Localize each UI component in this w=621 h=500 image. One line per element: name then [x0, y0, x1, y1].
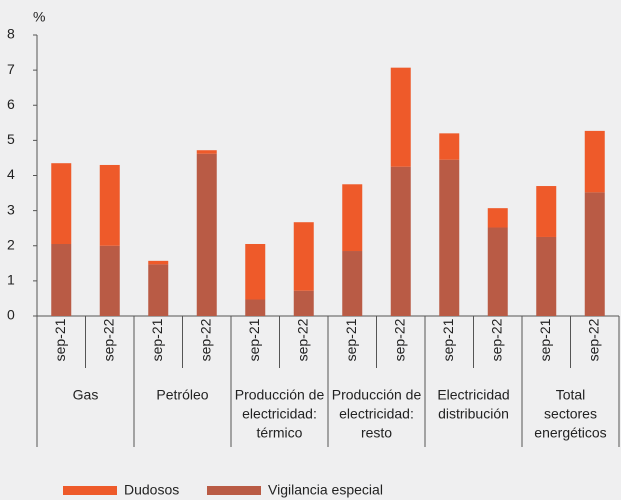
group-label: térmico: [257, 425, 303, 441]
group-label: distribución: [438, 406, 509, 422]
bar-segment: [293, 222, 314, 291]
bar-segment: [51, 163, 72, 244]
bar-segment: [245, 299, 266, 316]
group-label: Electricidad: [437, 387, 509, 403]
bar-segment: [487, 227, 508, 316]
bar-segment: [293, 290, 314, 316]
bar-segment: [51, 243, 72, 316]
x-tick-label: sep-21: [537, 318, 553, 361]
x-tick-label: sep-22: [197, 318, 213, 361]
y-tick-label: 2: [7, 236, 15, 252]
bar-segment: [99, 245, 120, 316]
x-tick-label: sep-21: [343, 318, 359, 361]
bar-segment: [148, 260, 169, 265]
bar-segment: [536, 236, 557, 316]
y-tick-label: 4: [7, 166, 15, 182]
legend-swatch: [63, 486, 117, 495]
group-label: Petróleo: [156, 387, 208, 403]
bar-segment: [536, 186, 557, 237]
group-label: Total: [556, 387, 586, 403]
bar-segment: [584, 192, 605, 316]
group-label: Gas: [73, 387, 99, 403]
x-tick-label: sep-22: [585, 318, 601, 361]
group-label: sectores: [544, 406, 597, 422]
bar-segment: [342, 251, 363, 316]
x-tick-label: sep-21: [246, 318, 262, 361]
bar-segment: [584, 130, 605, 193]
y-tick-label: 0: [7, 307, 15, 323]
group-label: electricidad:: [242, 406, 317, 422]
legend-label: Vigilancia especial: [268, 482, 383, 498]
y-tick-label: 5: [7, 131, 15, 147]
bar-segment: [487, 208, 508, 228]
legend-label: Dudosos: [124, 482, 179, 498]
x-tick-label: sep-21: [440, 318, 456, 361]
bar-segment: [390, 166, 411, 316]
x-tick-label: sep-22: [391, 318, 407, 361]
x-tick-label: sep-22: [100, 318, 116, 361]
x-tick-label: sep-22: [488, 318, 504, 361]
group-label: Producción de: [332, 387, 422, 403]
bar-segment: [439, 133, 460, 160]
group-label: energéticos: [534, 425, 606, 441]
group-label: resto: [361, 425, 392, 441]
y-axis-label: %: [33, 9, 45, 25]
y-tick-label: 8: [7, 26, 15, 42]
x-tick-label: sep-21: [52, 318, 68, 361]
bar-segment: [196, 153, 217, 316]
bar-segment: [390, 67, 411, 167]
x-tick-label: sep-22: [294, 318, 310, 361]
y-tick-label: 6: [7, 96, 15, 112]
bar-segment: [196, 150, 217, 154]
x-tick-label: sep-21: [149, 318, 165, 361]
bar-segment: [439, 159, 460, 316]
group-label: electricidad:: [339, 406, 414, 422]
bar-segment: [342, 184, 363, 252]
y-tick-label: 3: [7, 201, 15, 217]
legend-swatch: [207, 486, 261, 495]
group-label: Producción de: [235, 387, 325, 403]
bar-segment: [99, 164, 120, 246]
y-tick-label: 1: [7, 272, 15, 288]
bar-segment: [245, 243, 266, 300]
y-tick-label: 7: [7, 61, 15, 77]
bar-segment: [148, 264, 169, 316]
